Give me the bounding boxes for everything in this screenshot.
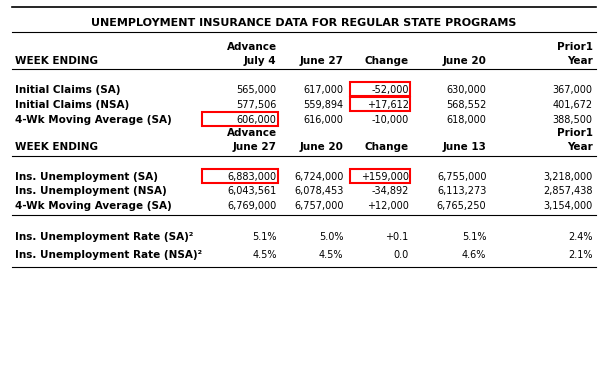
Text: 616,000: 616,000 xyxy=(303,115,344,124)
Text: Initial Claims (SA): Initial Claims (SA) xyxy=(15,85,121,95)
Text: Ins. Unemployment Rate (NSA)²: Ins. Unemployment Rate (NSA)² xyxy=(15,250,202,260)
Text: 618,000: 618,000 xyxy=(446,115,486,124)
Text: Change: Change xyxy=(364,56,409,66)
Text: Prior1: Prior1 xyxy=(557,42,593,52)
Text: 5.1%: 5.1% xyxy=(252,232,277,242)
Text: WEEK ENDING: WEEK ENDING xyxy=(15,56,98,66)
Text: 4-Wk Moving Average (SA): 4-Wk Moving Average (SA) xyxy=(15,115,172,124)
Text: 0.0: 0.0 xyxy=(393,250,409,260)
Text: +12,000: +12,000 xyxy=(367,201,409,211)
Text: Ins. Unemployment (SA): Ins. Unemployment (SA) xyxy=(15,172,158,182)
Text: 6,043,561: 6,043,561 xyxy=(227,186,277,196)
Text: UNEMPLOYMENT INSURANCE DATA FOR REGULAR STATE PROGRAMS: UNEMPLOYMENT INSURANCE DATA FOR REGULAR … xyxy=(91,18,517,28)
Text: Advance: Advance xyxy=(227,128,277,138)
Text: Year: Year xyxy=(567,142,593,152)
Text: June 13: June 13 xyxy=(443,142,486,152)
Text: 6,757,000: 6,757,000 xyxy=(294,201,344,211)
Text: 630,000: 630,000 xyxy=(446,85,486,95)
Text: -34,892: -34,892 xyxy=(371,186,409,196)
Text: 3,154,000: 3,154,000 xyxy=(544,201,593,211)
Text: 401,672: 401,672 xyxy=(553,100,593,110)
Text: 565,000: 565,000 xyxy=(237,85,277,95)
Text: 4.6%: 4.6% xyxy=(462,250,486,260)
Text: 2,857,438: 2,857,438 xyxy=(544,186,593,196)
Text: June 20: June 20 xyxy=(300,142,344,152)
Text: June 20: June 20 xyxy=(443,56,486,66)
Text: 6,883,000: 6,883,000 xyxy=(227,172,277,182)
Text: 559,894: 559,894 xyxy=(303,100,344,110)
Text: 606,000: 606,000 xyxy=(237,115,277,124)
Text: +17,612: +17,612 xyxy=(367,100,409,110)
Text: Ins. Unemployment (NSA): Ins. Unemployment (NSA) xyxy=(15,186,167,196)
Text: Initial Claims (NSA): Initial Claims (NSA) xyxy=(15,100,130,110)
Text: 617,000: 617,000 xyxy=(303,85,344,95)
Text: 2.1%: 2.1% xyxy=(568,250,593,260)
Text: +159,000: +159,000 xyxy=(361,172,409,182)
Text: 4.5%: 4.5% xyxy=(252,250,277,260)
Text: 4.5%: 4.5% xyxy=(319,250,344,260)
Text: Prior1: Prior1 xyxy=(557,128,593,138)
Text: 577,506: 577,506 xyxy=(237,100,277,110)
Text: Change: Change xyxy=(364,142,409,152)
Text: July 4: July 4 xyxy=(244,56,277,66)
Text: 388,500: 388,500 xyxy=(553,115,593,124)
Text: -10,000: -10,000 xyxy=(371,115,409,124)
Text: +0.1: +0.1 xyxy=(385,232,409,242)
Text: 5.1%: 5.1% xyxy=(462,232,486,242)
Text: WEEK ENDING: WEEK ENDING xyxy=(15,142,98,152)
Text: 6,755,000: 6,755,000 xyxy=(437,172,486,182)
Text: 5.0%: 5.0% xyxy=(319,232,344,242)
Text: Year: Year xyxy=(567,56,593,66)
Text: 6,724,000: 6,724,000 xyxy=(294,172,344,182)
Text: 568,552: 568,552 xyxy=(446,100,486,110)
Text: Advance: Advance xyxy=(227,42,277,52)
Text: 3,218,000: 3,218,000 xyxy=(544,172,593,182)
Text: 6,765,250: 6,765,250 xyxy=(437,201,486,211)
Text: 4-Wk Moving Average (SA): 4-Wk Moving Average (SA) xyxy=(15,201,172,211)
Text: 367,000: 367,000 xyxy=(553,85,593,95)
Text: 2.4%: 2.4% xyxy=(568,232,593,242)
Text: June 27: June 27 xyxy=(233,142,277,152)
Text: Ins. Unemployment Rate (SA)²: Ins. Unemployment Rate (SA)² xyxy=(15,232,193,242)
Text: June 27: June 27 xyxy=(300,56,344,66)
Text: -52,000: -52,000 xyxy=(371,85,409,95)
Text: 6,113,273: 6,113,273 xyxy=(437,186,486,196)
Text: 6,078,453: 6,078,453 xyxy=(294,186,344,196)
Text: 6,769,000: 6,769,000 xyxy=(227,201,277,211)
